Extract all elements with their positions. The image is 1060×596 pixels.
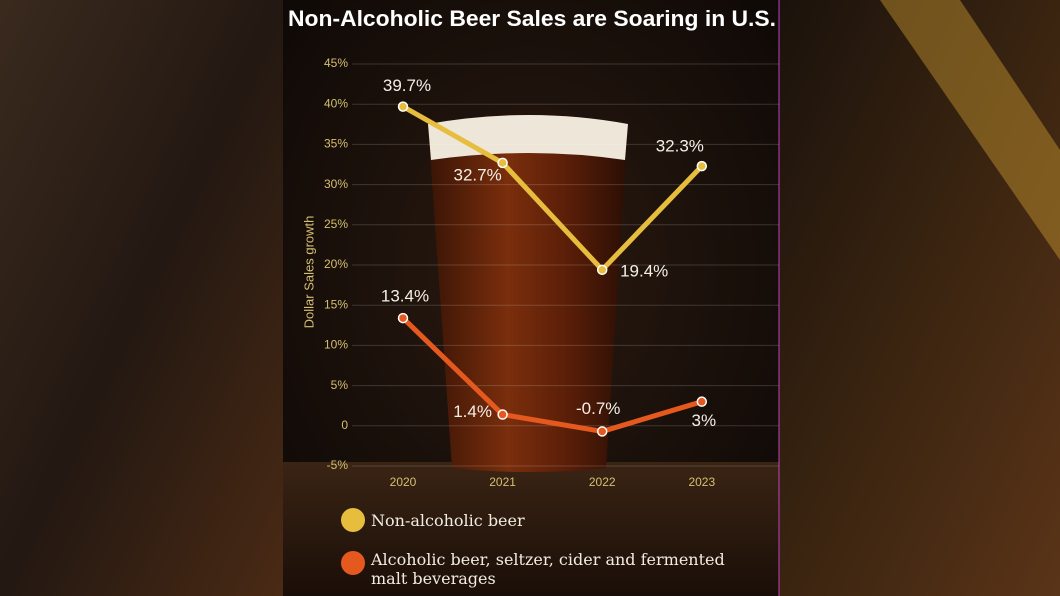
data-label: 32.3% — [656, 137, 704, 156]
data-label: 1.4% — [453, 402, 492, 421]
x-tick-label: 2023 — [688, 475, 715, 489]
y-tick-label: 15% — [324, 297, 348, 311]
backdrop-glow — [880, 0, 1060, 260]
data-label: 32.7% — [453, 165, 501, 184]
data-label: 13.4% — [381, 287, 429, 306]
legend-label: Alcoholic beer, seltzer, cider and ferme… — [371, 550, 725, 588]
y-tick-label: -5% — [327, 458, 349, 472]
data-point — [596, 264, 608, 276]
data-point — [696, 396, 708, 407]
y-axis-label: Dollar Sales growth — [301, 216, 316, 329]
table-surface — [283, 462, 779, 596]
data-point — [696, 160, 708, 172]
series-line — [401, 316, 703, 434]
y-tick-label: 25% — [324, 217, 348, 231]
left-backdrop — [0, 0, 283, 596]
legend-marker — [341, 508, 365, 532]
legend-label: Non-alcoholic beer — [371, 511, 525, 530]
chart-title: Non-Alcoholic Beer Sales are Soaring in … — [288, 6, 776, 31]
y-tick-label: 30% — [324, 177, 348, 191]
data-label: 39.7% — [383, 76, 431, 95]
y-tick-label: 45% — [324, 56, 348, 70]
data-point — [596, 426, 608, 437]
legend-marker — [341, 551, 365, 575]
y-tick-label: 35% — [324, 137, 348, 151]
y-tick-label: 40% — [324, 96, 348, 110]
beer-glass — [428, 115, 628, 472]
x-tick-label: 2022 — [589, 475, 616, 489]
data-point — [397, 101, 409, 112]
y-tick-label: 0 — [341, 418, 348, 432]
y-tick-label: 5% — [331, 378, 349, 392]
x-tick-label: 2020 — [390, 475, 417, 489]
data-point — [397, 312, 409, 324]
data-point — [497, 409, 508, 420]
data-label: 19.4% — [620, 261, 668, 280]
data-label: -0.7% — [576, 399, 620, 418]
series-line — [401, 104, 704, 273]
y-tick-label: 10% — [324, 338, 348, 352]
data-label: 3% — [692, 411, 717, 430]
data-point — [497, 157, 508, 169]
y-tick-label: 20% — [324, 257, 348, 271]
right-backdrop — [779, 0, 1060, 596]
x-tick-label: 2021 — [489, 475, 516, 489]
